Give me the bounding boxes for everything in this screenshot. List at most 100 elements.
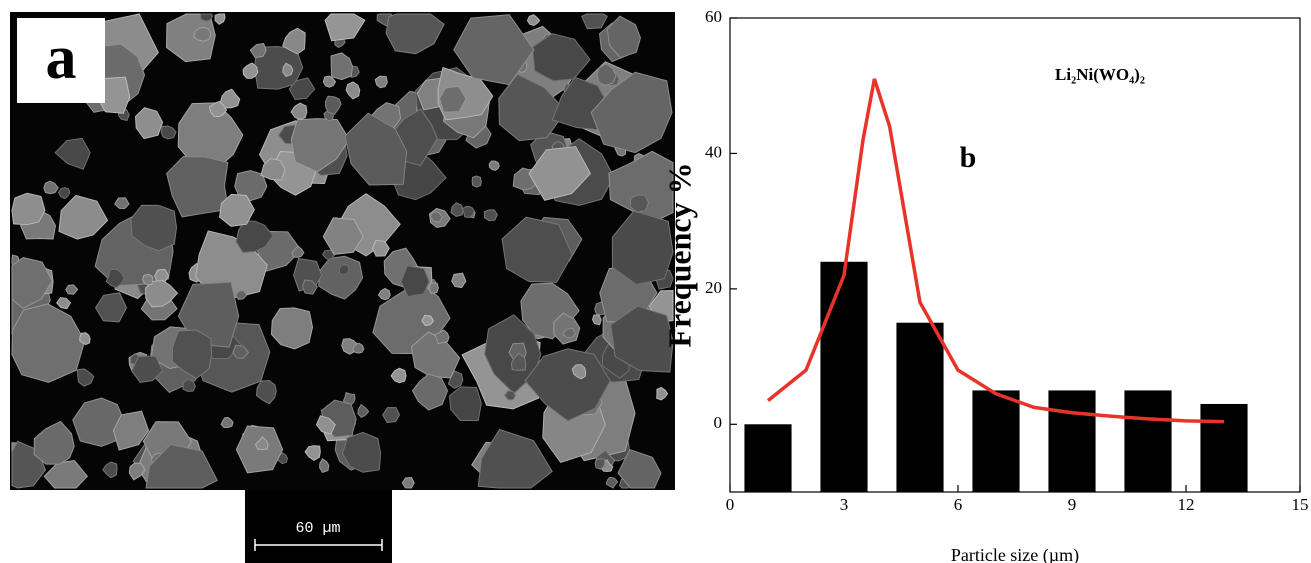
particle	[611, 210, 674, 286]
particle	[302, 279, 318, 295]
particle	[131, 355, 164, 383]
particle	[304, 445, 321, 462]
particle	[590, 71, 673, 154]
particle	[322, 75, 337, 88]
y-tick-label: 0	[714, 413, 723, 432]
formula-label: Li₂Ni(WO₄)₂	[1055, 65, 1145, 84]
particle	[134, 107, 164, 140]
particle	[290, 102, 308, 121]
particle	[528, 146, 592, 201]
particle	[591, 314, 602, 326]
particle	[448, 386, 482, 422]
particle	[76, 368, 95, 387]
particle	[166, 156, 229, 218]
particle	[453, 14, 535, 86]
particle	[219, 193, 255, 227]
particle	[94, 292, 128, 323]
particle	[606, 15, 641, 59]
particle	[483, 209, 498, 222]
particle	[193, 26, 212, 42]
particle	[171, 329, 213, 380]
particle	[220, 416, 234, 429]
particle	[145, 279, 179, 308]
particle	[357, 403, 370, 419]
x-tick-label: 6	[954, 495, 963, 514]
particle	[255, 380, 277, 405]
bar	[1124, 390, 1172, 492]
particle	[315, 415, 336, 435]
particle	[242, 62, 259, 79]
particle	[200, 13, 214, 22]
particle	[56, 297, 72, 310]
particle	[345, 81, 361, 100]
bar	[972, 390, 1020, 492]
particle	[434, 329, 450, 345]
particle	[232, 344, 250, 359]
particle	[439, 85, 467, 113]
particle	[208, 100, 228, 118]
particle	[235, 220, 274, 253]
particle	[503, 390, 517, 401]
x-tick-label: 12	[1178, 495, 1195, 514]
particle	[629, 194, 650, 213]
particle	[11, 192, 46, 226]
particle	[219, 88, 241, 109]
particle	[58, 194, 109, 240]
particle	[114, 197, 130, 210]
x-tick-label: 3	[840, 495, 849, 514]
particle	[102, 461, 118, 479]
particle	[214, 13, 226, 25]
particle	[11, 256, 53, 309]
particle	[461, 205, 475, 219]
particle	[79, 332, 91, 346]
particle	[377, 287, 391, 301]
fit-curve	[766, 78, 1225, 424]
particle	[451, 272, 467, 289]
particle	[428, 282, 439, 295]
particle	[43, 180, 59, 195]
particle	[341, 431, 382, 473]
particle	[330, 52, 354, 81]
y-tick-label: 60	[705, 7, 722, 26]
particle	[608, 150, 674, 224]
particle	[128, 462, 146, 481]
particle	[531, 33, 591, 82]
particle	[235, 289, 248, 300]
particle	[571, 364, 587, 380]
x-tick-label: 0	[726, 495, 735, 514]
x-tick-label: 9	[1068, 495, 1077, 514]
particle	[382, 407, 401, 424]
particle	[319, 458, 330, 473]
particle	[656, 387, 669, 401]
particle	[390, 367, 407, 384]
bar	[1048, 390, 1096, 492]
particle	[450, 202, 464, 218]
particle	[325, 95, 342, 115]
panel-label-b: b	[960, 141, 977, 174]
particle	[72, 397, 125, 447]
particle	[130, 204, 178, 252]
particle	[471, 175, 482, 188]
particle	[411, 373, 449, 411]
x-tick-label: 15	[1292, 495, 1309, 514]
particle	[43, 459, 89, 489]
particle	[282, 62, 294, 78]
plot-frame	[729, 17, 1301, 493]
y-axis-label: Frequency %	[661, 162, 697, 347]
particle	[270, 307, 314, 350]
particle	[182, 378, 196, 393]
particle	[33, 420, 75, 465]
particle	[54, 137, 91, 170]
particle	[324, 13, 366, 42]
particle	[526, 14, 541, 27]
particle	[605, 477, 619, 489]
particle	[254, 436, 269, 450]
scale-bar	[254, 539, 383, 551]
particle	[501, 216, 573, 283]
particle	[610, 305, 674, 373]
particle	[581, 13, 608, 30]
particle	[594, 458, 606, 470]
particle	[344, 112, 408, 186]
particle	[11, 303, 86, 383]
